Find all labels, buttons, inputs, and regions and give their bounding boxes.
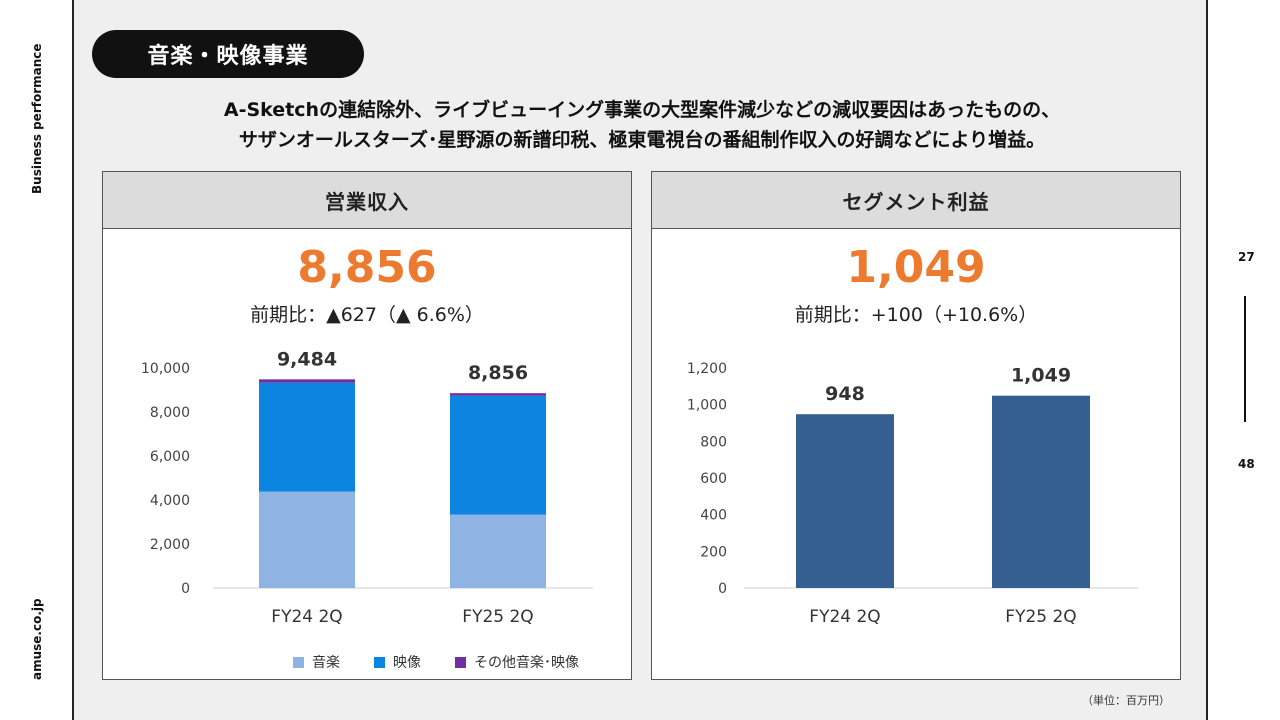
x-tick-label: FY25 2Q xyxy=(462,607,533,627)
y-tick-label: 0 xyxy=(181,581,190,597)
x-tick-label: FY24 2Q xyxy=(271,607,342,627)
bar xyxy=(259,382,355,492)
profit-panel: セグメント利益 1,049 前期比：+100（+10.6%） 0 200 400 60… xyxy=(651,171,1181,680)
bar xyxy=(259,491,355,588)
bar xyxy=(450,395,546,515)
y-tick-label: 8,000 xyxy=(150,405,190,421)
legend-item-video: 映像 xyxy=(374,652,421,672)
y-tick-label: 1,000 xyxy=(687,398,727,414)
y-tick-label: 0 xyxy=(718,581,727,597)
x-tick-label: FY24 2Q xyxy=(809,607,880,627)
data-label: 9,484 xyxy=(277,348,337,370)
section-title: 音楽・映像事業 xyxy=(92,30,364,78)
pager-divider xyxy=(1244,296,1246,422)
legend-label-music: 音楽 xyxy=(312,655,340,671)
profit-yoy: 前期比：+100（+10.6%） xyxy=(794,304,1038,326)
legend-swatch-video xyxy=(374,656,385,668)
headline-line-2: サザンオールスターズ･星野源の新譜印税、極東電視台の番組制作収入の好調などにより… xyxy=(238,129,1046,151)
y-tick-label: 600 xyxy=(700,471,727,487)
headline: A-Sketchの連結除外、ライブビューイング事業の大型案件減少などの減収要因は… xyxy=(92,95,1192,155)
legend-label-video: 映像 xyxy=(393,655,421,671)
y-tick-label: 2,000 xyxy=(150,537,190,553)
data-label: 8,856 xyxy=(468,362,528,384)
sidebar-category-label: Business performance xyxy=(30,43,44,194)
bar xyxy=(450,514,546,588)
bar xyxy=(450,393,546,396)
legend-swatch-music xyxy=(293,656,304,668)
bar xyxy=(796,414,894,588)
page-current: 27 xyxy=(1238,250,1255,264)
legend-swatch-other xyxy=(455,656,466,668)
sidebar-site-label: amuse.co.jp xyxy=(30,598,44,680)
bar xyxy=(992,395,1090,588)
revenue-legend: 音楽 映像 その他音楽･映像 xyxy=(293,652,579,672)
data-label: 948 xyxy=(825,383,865,405)
profit-chart: 0 200 400 600 800 1,000 1,200 948 FY24 2Q 1,049 FY… xyxy=(687,361,1138,627)
unit-note: （単位：百万円） xyxy=(1082,694,1170,707)
page-total: 48 xyxy=(1238,457,1255,471)
legend-label-other: その他音楽･映像 xyxy=(474,655,579,671)
y-tick-label: 10,000 xyxy=(141,361,190,377)
x-tick-label: FY25 2Q xyxy=(1005,607,1076,627)
revenue-panel-title: 営業収入 xyxy=(103,172,631,229)
revenue-chart: 0 2,000 4,000 6,000 8,000 10,000 9,484 FY24 2Q 8… xyxy=(141,348,593,627)
y-tick-label: 1,200 xyxy=(687,361,727,377)
profit-value: 1,049 xyxy=(846,242,986,293)
y-tick-label: 800 xyxy=(700,434,727,450)
revenue-panel: 営業収入 8,856 前期比：▲627（▲ 6.6%） 0 2,000 4,000 6… xyxy=(102,171,632,680)
legend-item-music: 音楽 xyxy=(293,652,340,672)
headline-line-1: A-Sketchの連結除外、ライブビューイング事業の大型案件減少などの減収要因は… xyxy=(223,99,1061,121)
y-tick-label: 400 xyxy=(700,508,727,524)
y-tick-label: 6,000 xyxy=(150,449,190,465)
y-tick-label: 200 xyxy=(700,544,727,560)
data-label: 1,049 xyxy=(1011,365,1071,387)
revenue-value: 8,856 xyxy=(297,242,437,293)
bar xyxy=(259,379,355,383)
revenue-yoy: 前期比：▲627（▲ 6.6%） xyxy=(250,304,484,326)
profit-panel-title: セグメント利益 xyxy=(652,172,1180,229)
y-tick-label: 4,000 xyxy=(150,493,190,509)
legend-item-other: その他音楽･映像 xyxy=(455,652,579,672)
